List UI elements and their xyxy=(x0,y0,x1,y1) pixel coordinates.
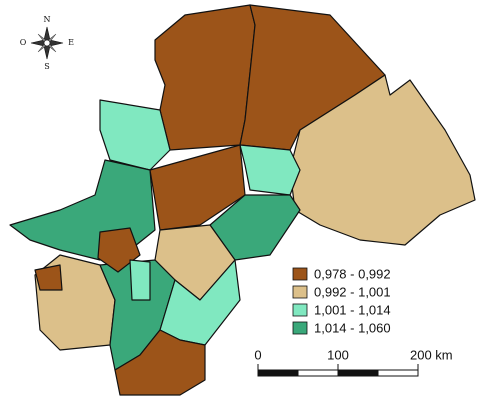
region xyxy=(239,144,301,196)
legend: 0,978 - 0,992 0,992 - 1,001 1,001 - 1,014 1… xyxy=(292,266,391,335)
legend-swatch xyxy=(292,285,308,299)
region xyxy=(129,259,151,301)
region xyxy=(99,99,171,171)
scale-bar: 0 100 200 km xyxy=(254,347,453,377)
regions xyxy=(9,4,476,396)
compass-south: S xyxy=(44,62,49,71)
scale-segment xyxy=(257,369,299,377)
scale-segment xyxy=(377,369,419,377)
region xyxy=(114,329,206,396)
compass-north: N xyxy=(44,15,51,24)
legend-label: 0,978 - 0,992 xyxy=(314,266,391,281)
legend-label: 0,992 - 1,001 xyxy=(314,284,391,299)
legend-label: 1,014 - 1,060 xyxy=(314,320,391,335)
scale-label: 100 xyxy=(327,347,349,362)
scale-segment xyxy=(337,369,379,377)
region xyxy=(34,264,63,291)
legend-label: 1,001 - 1,014 xyxy=(314,302,391,317)
region xyxy=(154,4,256,151)
scale-label: 0 xyxy=(254,347,261,362)
scale-label: 200 km xyxy=(410,347,453,362)
compass: N S E O xyxy=(20,15,74,71)
compass-center xyxy=(43,39,51,47)
region xyxy=(149,144,246,231)
compass-west: O xyxy=(20,38,27,47)
region xyxy=(239,4,386,151)
compass-east: E xyxy=(68,38,74,47)
legend-swatch xyxy=(292,303,308,317)
region xyxy=(289,74,476,246)
legend-swatch xyxy=(292,321,308,335)
scale-segment xyxy=(297,369,339,377)
legend-swatch xyxy=(292,267,308,281)
